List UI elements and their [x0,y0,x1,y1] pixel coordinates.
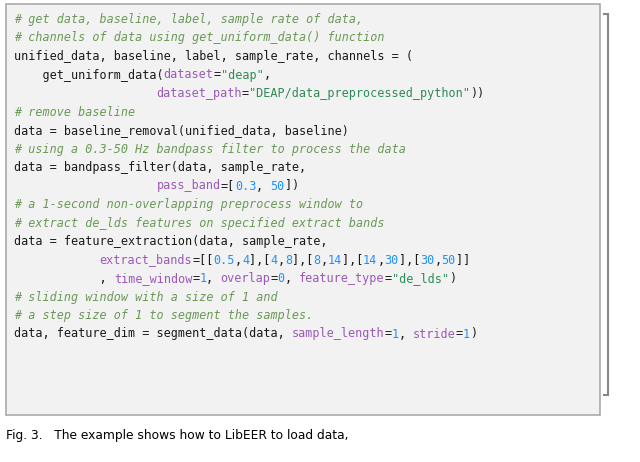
Text: "DEAP/data_preprocessed_python": "DEAP/data_preprocessed_python" [249,87,470,100]
Text: sample_length: sample_length [292,328,385,340]
Text: 50: 50 [442,254,456,267]
Text: ]]: ]] [456,254,470,267]
Text: ,: , [206,272,221,285]
Text: # sliding window with a size of 1 and: # sliding window with a size of 1 and [14,291,278,304]
Text: data = bandpass_filter(data, sample_rate,: data = bandpass_filter(data, sample_rate… [14,161,306,174]
Text: ,: , [399,328,413,340]
Text: ],[: ],[ [399,254,420,267]
Text: stride: stride [413,328,456,340]
Text: ,: , [256,180,271,193]
Text: ): ) [470,328,477,340]
Text: overlap: overlap [221,272,271,285]
Text: ,: , [235,254,242,267]
FancyBboxPatch shape [6,4,600,415]
Text: ,: , [378,254,385,267]
Text: data = baseline_removal(unified_data, baseline): data = baseline_removal(unified_data, ba… [14,124,349,137]
Text: # remove baseline: # remove baseline [14,105,135,118]
Text: unified_data, baseline, label, sample_rate, channels = (: unified_data, baseline, label, sample_ra… [14,50,413,63]
Text: ]): ]) [285,180,299,193]
Text: 8: 8 [313,254,321,267]
Text: 0.3: 0.3 [235,180,256,193]
Text: 30: 30 [385,254,399,267]
Text: ,: , [264,68,271,81]
Text: 1: 1 [392,328,399,340]
Text: ],[: ],[ [292,254,313,267]
Text: =: = [192,272,199,285]
Text: ): ) [449,272,456,285]
Text: get_uniform_data(: get_uniform_data( [14,68,164,81]
Text: 0.5: 0.5 [214,254,235,267]
Text: "deap": "deap" [221,68,264,81]
Text: =: = [271,272,278,285]
Text: 1: 1 [463,328,470,340]
Text: # extract de_lds features on specified extract bands: # extract de_lds features on specified e… [14,217,385,230]
Text: =: = [214,68,221,81]
Text: ],[: ],[ [249,254,271,267]
Text: =: = [385,272,392,285]
Text: =: = [456,328,463,340]
Text: 14: 14 [363,254,378,267]
Text: # channels of data using get_uniform_data() function: # channels of data using get_uniform_dat… [14,31,385,44]
Text: feature_type: feature_type [299,272,385,285]
Text: dataset_path: dataset_path [157,87,242,100]
Text: ,: , [321,254,328,267]
Text: =: = [385,328,392,340]
Text: =[[: =[[ [192,254,214,267]
Text: ,: , [435,254,442,267]
Text: data, feature_dim = segment_data(data,: data, feature_dim = segment_data(data, [14,328,292,340]
Text: pass_band: pass_band [157,180,221,193]
Text: ],[: ],[ [342,254,363,267]
Text: 0: 0 [278,272,285,285]
Text: 4: 4 [271,254,278,267]
Text: extract_bands: extract_bands [99,254,192,267]
Text: data = feature_extraction(data, sample_rate,: data = feature_extraction(data, sample_r… [14,235,328,248]
Text: "de_lds": "de_lds" [392,272,449,285]
Text: ,: , [285,272,299,285]
Text: =: = [242,87,249,100]
Text: 30: 30 [420,254,435,267]
Text: ,: , [278,254,285,267]
Text: 50: 50 [271,180,285,193]
Text: # a 1-second non-overlapping preprocess window to: # a 1-second non-overlapping preprocess … [14,198,363,211]
Text: time_window: time_window [114,272,192,285]
Text: Fig. 3.   The example shows how to LibEER to load data,: Fig. 3. The example shows how to LibEER … [6,429,349,442]
Text: # get data, baseline, label, sample rate of data,: # get data, baseline, label, sample rate… [14,13,363,26]
Text: 4: 4 [242,254,249,267]
Text: 8: 8 [285,254,292,267]
Text: # using a 0.3-50 Hz bandpass filter to process the data: # using a 0.3-50 Hz bandpass filter to p… [14,142,406,156]
Text: dataset: dataset [164,68,214,81]
Text: # a step size of 1 to segment the samples.: # a step size of 1 to segment the sample… [14,309,313,322]
Text: =[: =[ [221,180,235,193]
Text: )): )) [470,87,484,100]
Text: 14: 14 [328,254,342,267]
Text: ,: , [14,272,114,285]
Text: 1: 1 [199,272,206,285]
